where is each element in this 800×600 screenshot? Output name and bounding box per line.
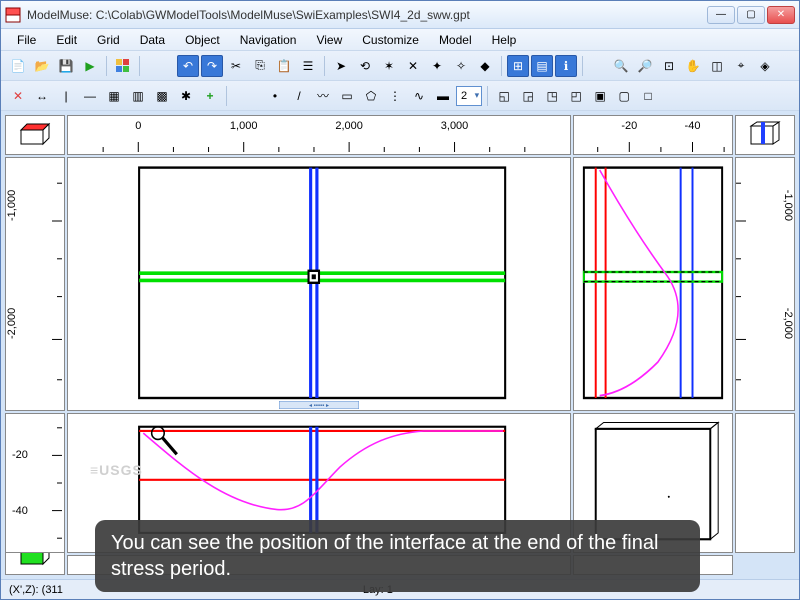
- box3-icon[interactable]: □: [637, 85, 659, 107]
- cut-icon[interactable]: ✂: [225, 55, 247, 77]
- delete-row-icon[interactable]: ✕: [7, 85, 29, 107]
- line-obj-icon[interactable]: /: [288, 85, 310, 107]
- ruler-left-bottom: -20 -40: [5, 413, 65, 553]
- box2-icon[interactable]: ▢: [613, 85, 635, 107]
- cube1-icon[interactable]: ◱: [493, 85, 515, 107]
- menu-grid[interactable]: Grid: [87, 31, 130, 49]
- move-icon[interactable]: ↔: [31, 85, 53, 107]
- save-icon[interactable]: 💾: [55, 55, 77, 77]
- menu-help[interactable]: Help: [482, 31, 527, 49]
- point-obj-icon[interactable]: •: [264, 85, 286, 107]
- grid2-icon[interactable]: ▥: [127, 85, 149, 107]
- undo-icon[interactable]: ↶: [177, 55, 199, 77]
- titlebar: ModelMuse: C:\Colab\GWModelTools\ModelMu…: [1, 1, 799, 29]
- select-cross-icon[interactable]: ✕: [402, 55, 424, 77]
- menu-navigation[interactable]: Navigation: [230, 31, 307, 49]
- polyline-obj-icon[interactable]: 〰: [312, 85, 334, 107]
- menu-file[interactable]: File: [7, 31, 46, 49]
- spacer: [735, 555, 795, 575]
- top-right-cube[interactable]: [735, 115, 795, 155]
- redo-icon[interactable]: ↷: [201, 55, 223, 77]
- info-icon[interactable]: ℹ: [555, 55, 577, 77]
- grid-level-combo[interactable]: 2: [456, 86, 482, 106]
- scroll-handle-icon[interactable]: ◂ ▪▪▪▪▪ ▸: [279, 401, 359, 409]
- caption-overlay: You can see the position of the interfac…: [95, 520, 700, 592]
- ruler-right-main: -1,000 -2,000: [735, 157, 795, 411]
- ruler-right-bottom: [735, 413, 795, 553]
- cube3-icon[interactable]: ◳: [541, 85, 563, 107]
- zoom-out-icon[interactable]: 🔎: [634, 55, 656, 77]
- menubar: File Edit Grid Data Object Navigation Vi…: [1, 29, 799, 51]
- title-prefix: ModelMuse:: [27, 8, 96, 22]
- poly-obj-icon[interactable]: ⬠: [360, 85, 382, 107]
- select-point-icon[interactable]: ✶: [378, 55, 400, 77]
- ruler-top-right: -20 -40: [573, 115, 733, 155]
- menu-data[interactable]: Data: [130, 31, 175, 49]
- status-coords: (X',Z): (311: [9, 584, 63, 596]
- workarea: 0 1,000 2,000 3,000 -20 -40 -1,000 -2,00…: [1, 111, 799, 579]
- insert-point-icon[interactable]: ✦: [426, 55, 448, 77]
- vline-icon[interactable]: |: [55, 85, 77, 107]
- ruler-left-main: -1,000 -2,000: [5, 157, 65, 411]
- add-grid-icon[interactable]: +: [199, 85, 221, 107]
- box1-icon[interactable]: ▣: [589, 85, 611, 107]
- close-button[interactable]: ✕: [767, 6, 795, 24]
- layers-icon[interactable]: ☰: [297, 55, 319, 77]
- zoom-fit-icon[interactable]: ⊡: [658, 55, 680, 77]
- zoom-100-icon[interactable]: ⌖: [730, 55, 752, 77]
- title-path: C:\Colab\GWModelTools\ModelMuse\SwiExamp…: [96, 8, 470, 22]
- copy-icon[interactable]: ⎘: [249, 55, 271, 77]
- menu-view[interactable]: View: [306, 31, 352, 49]
- zoom-box-icon[interactable]: ◫: [706, 55, 728, 77]
- minimize-button[interactable]: —: [707, 6, 735, 24]
- pan-icon[interactable]: ✋: [682, 55, 704, 77]
- snap-icon[interactable]: ✱: [175, 85, 197, 107]
- view-top-right[interactable]: [573, 157, 733, 411]
- menu-object[interactable]: Object: [175, 31, 230, 49]
- grid1-icon[interactable]: ▦: [103, 85, 125, 107]
- app-icon: [5, 7, 21, 23]
- zoom-in-icon[interactable]: 🔍: [610, 55, 632, 77]
- vertex-icon[interactable]: ◆: [474, 55, 496, 77]
- results-icon[interactable]: ▤: [531, 55, 553, 77]
- cube2-icon[interactable]: ◲: [517, 85, 539, 107]
- hline-icon[interactable]: —: [79, 85, 101, 107]
- usgs-watermark: ≡USGS: [90, 462, 143, 478]
- menu-model[interactable]: Model: [429, 31, 482, 49]
- lasso-icon[interactable]: ⟲: [354, 55, 376, 77]
- run-icon[interactable]: ▶: [79, 55, 101, 77]
- new-icon[interactable]: 📄: [7, 55, 29, 77]
- delete-point-icon[interactable]: ✧: [450, 55, 472, 77]
- rect-obj-icon[interactable]: ▭: [336, 85, 358, 107]
- dots-icon[interactable]: ⋮: [384, 85, 406, 107]
- filled-rect-icon[interactable]: ▬: [432, 85, 454, 107]
- view-top-main[interactable]: ◂ ▪▪▪▪▪ ▸: [67, 157, 571, 411]
- pointer-icon[interactable]: ➤: [330, 55, 352, 77]
- curve-icon[interactable]: ∿: [408, 85, 430, 107]
- zoom-sel-icon[interactable]: ◈: [754, 55, 776, 77]
- ruler-top-main: 0 1,000 2,000 3,000: [67, 115, 571, 155]
- top-left-cube[interactable]: [5, 115, 65, 155]
- data-icon[interactable]: ⊞: [507, 55, 529, 77]
- paste-icon[interactable]: 📋: [273, 55, 295, 77]
- maximize-button[interactable]: ▢: [737, 6, 765, 24]
- toolbar-1: 📄 📂 💾 ▶ ↶ ↷ ✂ ⎘ 📋 ☰ ➤ ⟲ ✶ ✕ ✦ ✧ ◆ ⊞ ▤ ℹ …: [1, 51, 799, 81]
- toolbar-2: ✕ ↔ | — ▦ ▥ ▩ ✱ + • / 〰 ▭ ⬠ ⋮ ∿ ▬ 2 ◱ ◲ …: [1, 81, 799, 111]
- svg-text:◂ ▪▪▪▪▪ ▸: ◂ ▪▪▪▪▪ ▸: [309, 403, 329, 409]
- grid3-icon[interactable]: ▩: [151, 85, 173, 107]
- menu-customize[interactable]: Customize: [352, 31, 429, 49]
- grid-color-icon[interactable]: [112, 55, 134, 77]
- menu-edit[interactable]: Edit: [46, 31, 87, 49]
- open-icon[interactable]: 📂: [31, 55, 53, 77]
- cube4-icon[interactable]: ◰: [565, 85, 587, 107]
